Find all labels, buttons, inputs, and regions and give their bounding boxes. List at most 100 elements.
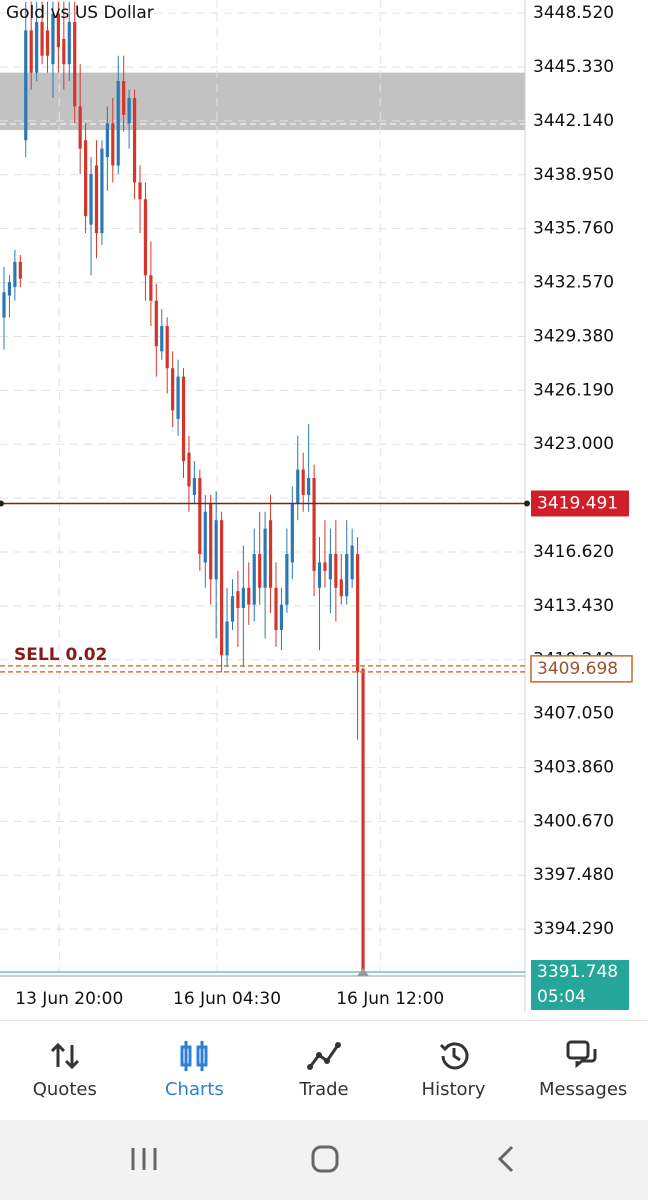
candle-body <box>62 38 66 65</box>
candle-body <box>334 553 338 588</box>
candle-body <box>247 587 251 605</box>
candle-body <box>56 13 60 48</box>
x-tick-label: 16 Jun 04:30 <box>173 989 281 1009</box>
y-tick-label: 3445.330 <box>533 57 614 77</box>
last-box <box>531 960 629 1011</box>
y-tick-label: 3448.520 <box>533 3 614 23</box>
price-label: 3419.491 <box>537 493 618 513</box>
candle-body <box>236 591 240 609</box>
nav-icon <box>566 1040 597 1069</box>
candle-body <box>301 469 305 495</box>
candle-body <box>274 587 278 630</box>
home-icon[interactable] <box>311 1145 339 1173</box>
nav-label: History <box>421 1079 486 1100</box>
bottom-nav: Quotes Charts Trade History Messages <box>0 1020 648 1121</box>
candle-body <box>198 477 202 554</box>
nav-item[interactable]: Quotes <box>0 1021 130 1121</box>
candle-body <box>339 579 343 597</box>
candle-body <box>220 520 224 656</box>
nav-label: Charts <box>164 1079 224 1100</box>
candle-body <box>29 30 33 73</box>
candle-body <box>192 477 196 495</box>
candle-body <box>127 97 131 124</box>
nav-icon <box>180 1041 208 1071</box>
candle-body <box>187 452 191 487</box>
last-price: 3391.748 <box>537 962 618 982</box>
countdown: 05:04 <box>537 987 586 1007</box>
nav-label: Messages <box>539 1079 628 1100</box>
candle-body <box>2 292 6 318</box>
candle-body <box>171 368 175 411</box>
candle-body <box>230 596 235 622</box>
candle-body <box>105 123 109 158</box>
last-marker <box>357 968 370 977</box>
candle-body <box>35 21 39 73</box>
x-tick-label: 16 Jun 12:00 <box>336 989 444 1009</box>
candle-body <box>296 469 300 504</box>
y-tick-label: 3394.290 <box>533 919 614 939</box>
nav-label: Quotes <box>32 1079 97 1100</box>
candle-body <box>241 587 245 609</box>
candle-body <box>143 199 148 276</box>
nav-label: Trade <box>299 1079 349 1100</box>
candle-body <box>100 148 104 234</box>
candle-body <box>73 21 77 107</box>
y-tick-label: 3442.140 <box>533 111 614 131</box>
candle-body <box>111 123 115 166</box>
y-tick-label: 3407.050 <box>533 704 614 724</box>
candle-body <box>154 300 158 347</box>
candle-body <box>40 21 44 56</box>
candle-body <box>94 165 99 234</box>
candle-body <box>78 106 82 149</box>
candle-body <box>18 261 22 279</box>
candle-body <box>89 173 93 225</box>
candle-body <box>181 376 186 462</box>
candle-body <box>317 562 322 588</box>
candle-body <box>285 553 289 605</box>
nav-icon <box>439 1042 469 1070</box>
candle-body <box>252 553 256 605</box>
y-tick-label: 3426.190 <box>533 380 614 400</box>
y-tick-label: 3435.760 <box>533 219 614 239</box>
candle-body <box>116 81 120 166</box>
nav-item[interactable]: Trade <box>259 1021 389 1121</box>
order-price: 3409.698 <box>537 659 618 679</box>
nav-item[interactable]: History <box>389 1021 519 1121</box>
candle-body <box>361 668 365 972</box>
candle-body <box>13 261 17 288</box>
candle-body <box>356 553 360 673</box>
candle-body <box>176 376 180 419</box>
y-tick-label: 3438.950 <box>533 165 614 185</box>
candle-body <box>225 621 229 656</box>
candle-body <box>307 477 311 495</box>
candle-body <box>51 13 55 65</box>
candle-body <box>160 325 164 352</box>
candle-body <box>24 30 28 141</box>
nav-icon <box>306 1042 341 1070</box>
candle-body <box>263 528 267 588</box>
chart: 3448.520 3445.330 3442.140 3438.950 3435.760… <box>0 0 633 1012</box>
candle-body <box>290 503 294 563</box>
price-box <box>531 490 629 517</box>
candle-body <box>165 325 169 369</box>
candle-body <box>279 604 284 630</box>
candle-body <box>312 477 316 571</box>
system-bar <box>0 1120 648 1200</box>
candle-body <box>345 553 349 597</box>
nav-item[interactable]: Charts <box>130 1021 260 1121</box>
y-tick-label: 3400.670 <box>533 811 614 831</box>
candle-body <box>268 520 273 588</box>
candle-body <box>138 182 142 200</box>
candle-body <box>45 30 50 56</box>
y-tick-label: 3416.620 <box>533 542 614 562</box>
y-tick-label: 3423.000 <box>533 434 614 454</box>
price-dot <box>0 500 4 507</box>
nav-item[interactable]: Messages <box>518 1021 648 1121</box>
candle-body <box>328 553 332 580</box>
y-tick-label: 3432.570 <box>533 273 614 293</box>
y-tick-label: 3397.480 <box>533 865 614 885</box>
order-label: SELL 0.02 <box>14 645 107 665</box>
back-icon[interactable] <box>497 1145 514 1173</box>
candle-body <box>214 520 218 580</box>
